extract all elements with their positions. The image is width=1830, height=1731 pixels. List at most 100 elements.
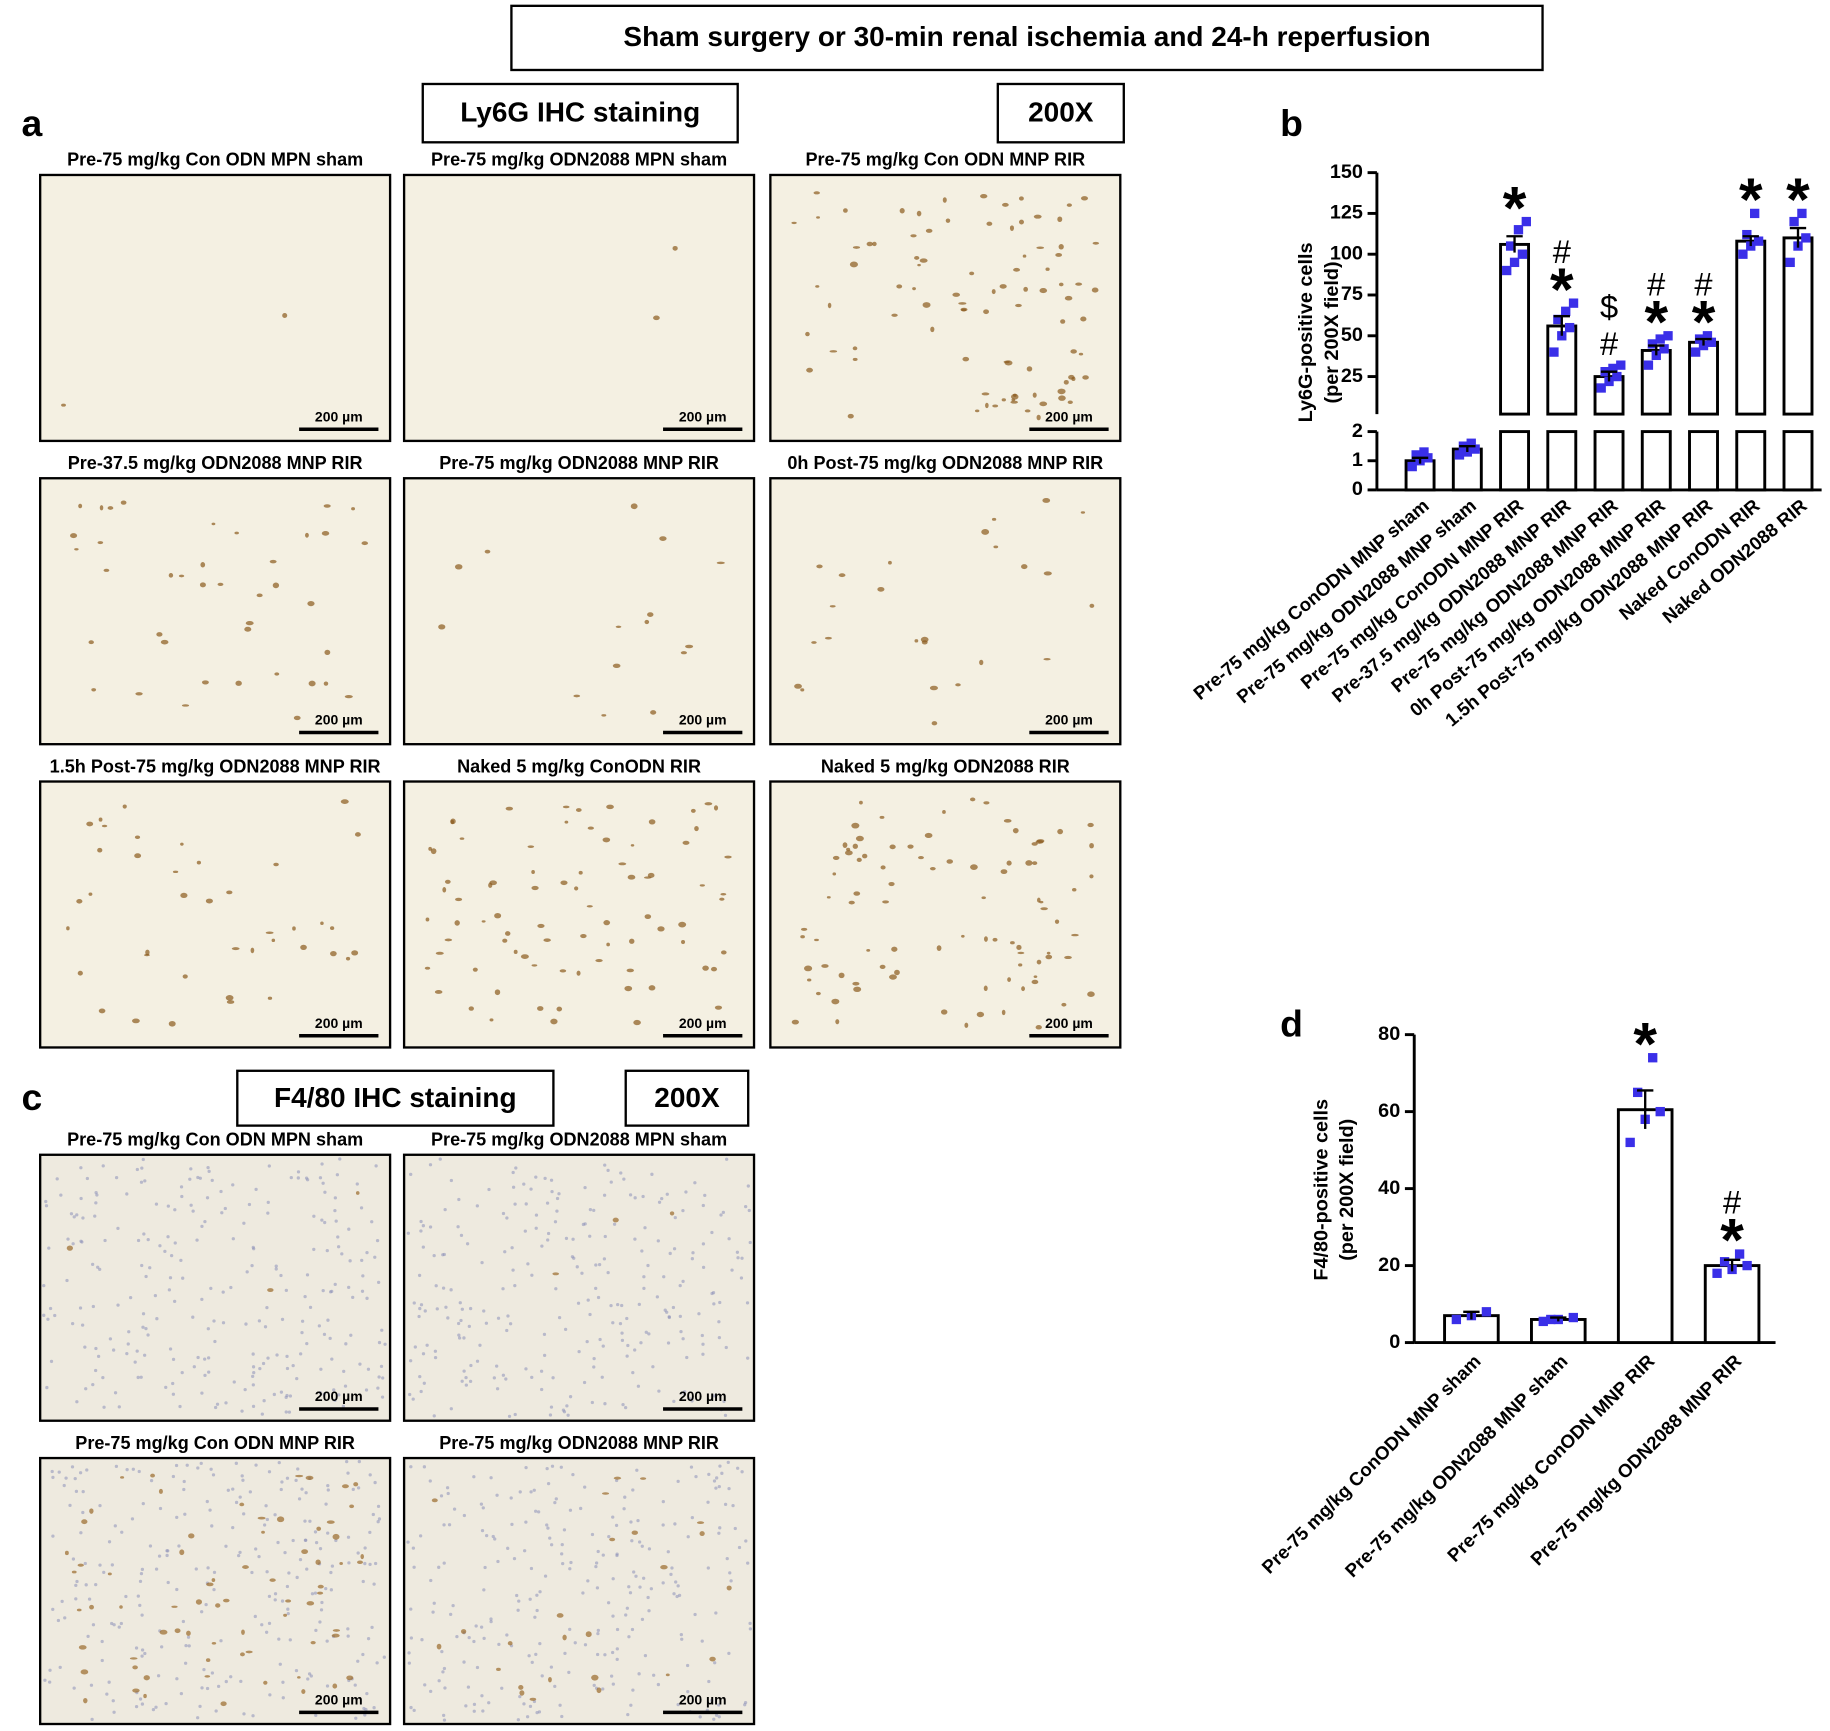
nucleus bbox=[185, 1463, 189, 1467]
nucleus bbox=[606, 1168, 610, 1172]
micrograph-frame bbox=[39, 173, 392, 443]
stain-spot bbox=[502, 938, 508, 943]
scale-bar-label: 200 µm bbox=[679, 1388, 727, 1404]
nucleus bbox=[603, 1653, 607, 1657]
stain-spot bbox=[344, 694, 353, 699]
nucleus bbox=[141, 1312, 146, 1316]
nucleus bbox=[194, 1567, 198, 1571]
nucleus bbox=[286, 1612, 290, 1616]
stain-spot bbox=[317, 1591, 324, 1595]
nucleus bbox=[480, 1261, 484, 1265]
nucleus bbox=[566, 1413, 570, 1417]
stain-spot bbox=[1032, 861, 1038, 866]
scale-bar-label: 200 µm bbox=[679, 408, 727, 424]
stain-spot bbox=[907, 844, 914, 849]
stain-spot bbox=[132, 1665, 138, 1670]
nucleus bbox=[319, 1608, 324, 1612]
stain-spot bbox=[489, 1018, 494, 1022]
nucleus bbox=[462, 1660, 466, 1664]
stain-spot bbox=[1035, 839, 1044, 844]
nucleus bbox=[382, 1655, 386, 1659]
nucleus bbox=[624, 1405, 628, 1410]
nucleus bbox=[563, 1327, 568, 1331]
nucleus bbox=[469, 1363, 473, 1368]
nucleus bbox=[657, 1200, 662, 1204]
nucleus bbox=[326, 1318, 330, 1322]
nucleus bbox=[407, 1651, 411, 1655]
stain-spot bbox=[842, 842, 848, 849]
nucleus bbox=[112, 1623, 116, 1627]
nucleus bbox=[232, 1380, 236, 1384]
nucleus bbox=[300, 1319, 305, 1323]
nucleus bbox=[166, 1580, 170, 1585]
stain-spot bbox=[349, 1504, 355, 1509]
stain-spot bbox=[644, 619, 650, 625]
stain-spot bbox=[615, 625, 622, 629]
nucleus bbox=[421, 1352, 426, 1356]
stain-spot bbox=[1011, 393, 1019, 400]
nucleus bbox=[717, 1703, 721, 1707]
nucleus bbox=[475, 1204, 479, 1208]
stain-spot bbox=[99, 505, 104, 511]
nucleus bbox=[500, 1686, 504, 1690]
nucleus bbox=[173, 1208, 177, 1212]
data-point bbox=[1466, 438, 1476, 448]
nucleus bbox=[100, 1639, 104, 1644]
nucleus bbox=[583, 1485, 587, 1489]
nucleus bbox=[717, 1715, 721, 1719]
stain-spot bbox=[910, 234, 917, 238]
nucleus bbox=[267, 1594, 272, 1598]
y-tick-label: 150 bbox=[1330, 161, 1363, 183]
nucleus bbox=[491, 1534, 495, 1539]
nucleus bbox=[252, 1371, 256, 1375]
stain-spot bbox=[271, 938, 276, 943]
nucleus bbox=[299, 1352, 303, 1356]
nucleus bbox=[744, 1204, 748, 1209]
y-tick-label: 100 bbox=[1330, 242, 1363, 264]
nucleus bbox=[472, 1475, 476, 1479]
nucleus bbox=[337, 1245, 341, 1249]
nucleus bbox=[513, 1412, 517, 1417]
nucleus bbox=[647, 1547, 652, 1551]
nucleus bbox=[717, 1320, 721, 1324]
stain-spot bbox=[450, 818, 456, 825]
nucleus bbox=[686, 1535, 690, 1539]
stain-spot bbox=[301, 1549, 309, 1555]
nucleus bbox=[80, 1323, 85, 1327]
nucleus bbox=[226, 1488, 230, 1492]
stain-spot bbox=[78, 503, 83, 509]
stain-spot bbox=[211, 522, 216, 526]
nucleus bbox=[590, 1400, 594, 1405]
nucleus bbox=[693, 1612, 697, 1617]
stain-spot bbox=[201, 680, 209, 685]
nucleus bbox=[73, 1476, 77, 1481]
nucleus bbox=[596, 1295, 601, 1300]
data-point bbox=[1655, 1106, 1665, 1117]
nucleus bbox=[565, 1404, 569, 1408]
nucleus bbox=[140, 1654, 144, 1658]
stain-spot bbox=[1067, 400, 1073, 405]
nucleus bbox=[512, 1557, 517, 1561]
nucleus bbox=[542, 1353, 547, 1358]
nucleus bbox=[614, 1523, 619, 1528]
nucleus bbox=[435, 1307, 439, 1311]
stain-spot bbox=[295, 1474, 304, 1478]
nucleus bbox=[353, 1683, 357, 1687]
panel-label: d bbox=[1280, 1002, 1303, 1044]
nucleus bbox=[263, 1325, 268, 1329]
nucleus bbox=[314, 1713, 318, 1717]
nucleus bbox=[101, 1376, 105, 1380]
nucleus bbox=[304, 1538, 308, 1542]
stain-spot bbox=[1057, 828, 1064, 835]
nucleus bbox=[479, 1625, 484, 1629]
nucleus bbox=[518, 1490, 522, 1494]
nucleus bbox=[727, 1651, 731, 1655]
nucleus bbox=[183, 1512, 187, 1516]
nucleus bbox=[485, 1533, 489, 1538]
stain-spot bbox=[74, 548, 79, 551]
nucleus bbox=[381, 1376, 385, 1380]
nucleus bbox=[707, 1472, 711, 1477]
nucleus bbox=[243, 1387, 247, 1392]
stain-spot bbox=[537, 1006, 544, 1011]
nucleus bbox=[643, 1226, 647, 1230]
